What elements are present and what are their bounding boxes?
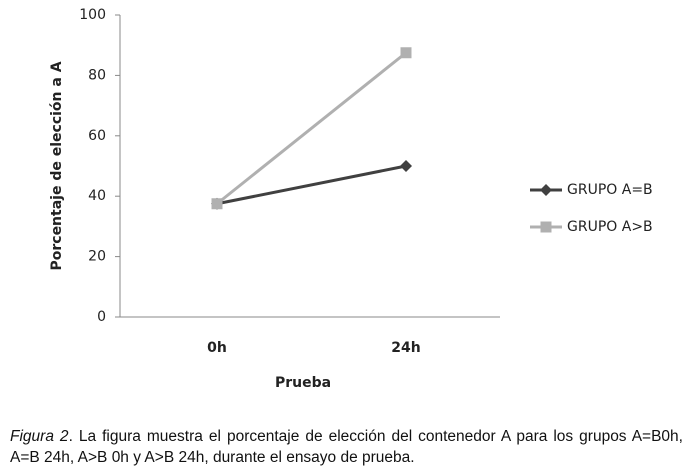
marker [400,160,412,172]
x-tick-label: 24h [391,340,420,356]
marker [540,184,552,196]
caption-text: . La figura muestra el porcentaje de ele… [10,428,683,466]
marker [400,47,412,59]
chart: Prueba Porcentaje de elección a A 0 20 40 6… [49,7,653,391]
y-tick-label: 60 [88,128,106,144]
y-tick-label: 40 [88,188,106,204]
caption-label: Figura 2 [10,428,69,445]
legend-label: GRUPO A>B [567,219,653,235]
x-tick-label: 0h [207,340,227,356]
x-axis-label: Prueba [275,375,331,391]
y-axis-label: Porcentaje de elección a A [49,61,65,270]
marker [540,221,552,233]
y-tick-label: 80 [88,67,106,83]
series-line [216,51,407,205]
caption: Figura 2. La figura muestra el porcentaj… [10,426,683,468]
y-tick-label: 0 [97,309,106,325]
series-line [216,164,407,206]
legend-label: GRUPO A=B [567,182,653,198]
marker [211,198,223,210]
y-tick-label: 100 [79,7,106,23]
y-tick-label: 20 [88,249,106,265]
